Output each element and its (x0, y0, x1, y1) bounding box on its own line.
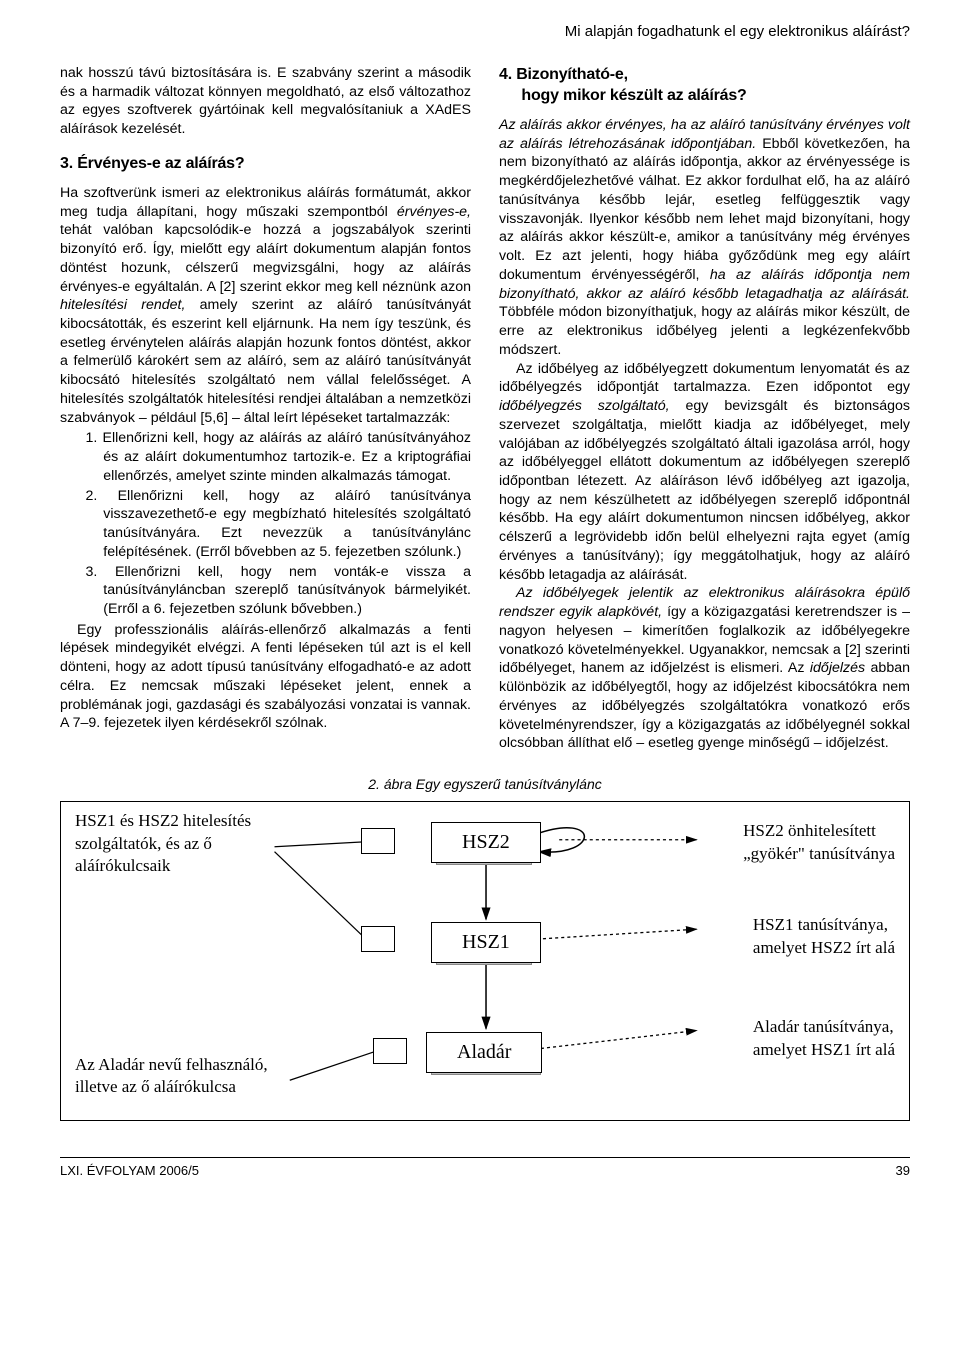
ann-line: illetve az ő aláírókulcsa (75, 1077, 236, 1096)
em: időbélyegzés szolgáltató, (499, 398, 670, 414)
ann-line: amelyet HSZ1 írt alá (753, 1040, 895, 1059)
page-footer: LXI. ÉVFOLYAM 2006/5 39 (60, 1157, 910, 1179)
em: hitelesítési rendet, (60, 297, 185, 313)
annotation-left-bottom: Az Aladár nevű felhasználó, illetve az ő… (75, 1054, 268, 1099)
ann-line: Aladár tanúsítványa, (753, 1017, 894, 1036)
txt: Ebből következően, ha nem bizonyítható a… (499, 136, 910, 283)
h4-line1: 4. Bizonyítható-e, (499, 66, 628, 83)
figure-caption: 2. ábra Egy egyszerű tanúsítványlánc (60, 775, 910, 793)
ann-line: Az Aladár nevű felhasználó, (75, 1055, 268, 1074)
list-num: 3. (86, 564, 115, 580)
ann-line: amelyet HSZ2 írt alá (753, 938, 895, 957)
footer-page-number: 39 (896, 1162, 910, 1179)
left-p2: Egy professzionális aláírás-ellenőrző al… (60, 621, 471, 733)
key-icon (361, 926, 395, 952)
key-icon (373, 1038, 407, 1064)
ann-line: HSZ1 tanúsítványa, (753, 915, 888, 934)
running-head: Mi alapján fogadhatunk el egy elektronik… (60, 22, 910, 42)
ordered-list: 1. Ellenőrizni kell, hogy az aláírás az … (80, 429, 471, 618)
txt: Többféle módon bizonyíthatjuk, hogy az a… (499, 304, 910, 357)
right-column: 4. Bizonyítható-e, hogy mikor készült az… (499, 64, 910, 753)
ann-line: szolgáltatók, és az ő (75, 834, 212, 853)
list-item: 3. Ellenőrizni kell, hogy nem vonták-e v… (98, 563, 471, 619)
txt: Az időbélyeg az időbélyegzett dokumentum… (499, 361, 910, 396)
heading-4: 4. Bizonyítható-e, hogy mikor készült az… (499, 64, 910, 106)
node-aladar: Aladár (426, 1032, 542, 1072)
list-item: 2. Ellenőrizni kell, hogy az aláíró tanú… (98, 487, 471, 562)
node-hsz2: HSZ2 (431, 822, 541, 862)
node-hsz1: HSZ1 (431, 922, 541, 962)
list-num: 1. (86, 430, 103, 446)
annotation-right-1: HSZ2 önhitelesített „gyökér" tanúsítvány… (743, 820, 895, 865)
heading-3: 3. Érvényes-e az aláírás? (60, 153, 471, 174)
figure-2: HSZ1 és HSZ2 hitelesítés szolgáltatók, é… (60, 801, 910, 1121)
left-p1: Ha szoftverünk ismeri az elektronikus al… (60, 184, 471, 428)
right-p3: Az időbélyegek jelentik az elektronikus … (499, 584, 910, 753)
em: időjelzés (810, 660, 865, 676)
annotation-left-top: HSZ1 és HSZ2 hitelesítés szolgáltatók, é… (75, 810, 251, 877)
list-num: 2. (86, 488, 118, 504)
txt: egy bevizsgált és biztonságos szervezet … (499, 398, 910, 583)
two-column-body: nak hosszú távú biztosítására is. E szab… (60, 64, 910, 753)
em: érvényes-e, (397, 204, 471, 220)
ann-line: HSZ2 önhitelesített (743, 821, 876, 840)
annotation-right-3: Aladár tanúsítványa, amelyet HSZ1 írt al… (753, 1016, 895, 1061)
ann-line: HSZ1 és HSZ2 hitelesítés (75, 811, 251, 830)
annotation-right-2: HSZ1 tanúsítványa, amelyet HSZ2 írt alá (753, 914, 895, 959)
ann-line: aláírókulcsaik (75, 856, 170, 875)
list-text: Ellenőrizni kell, hogy az aláíró tanúsít… (103, 488, 471, 560)
right-p2: Az időbélyeg az időbélyegzett dokumentum… (499, 360, 910, 585)
key-icon (361, 828, 395, 854)
footer-left: LXI. ÉVFOLYAM 2006/5 (60, 1162, 199, 1179)
left-intro: nak hosszú távú biztosítására is. E szab… (60, 64, 471, 139)
txt: tehát valóban kapcsolódik-e hozzá a jogs… (60, 222, 471, 294)
list-text: Ellenőrizni kell, hogy nem vonták-e viss… (103, 564, 471, 617)
right-p1: Az aláírás akkor érvényes, ha az aláíró … (499, 116, 910, 360)
list-item: 1. Ellenőrizni kell, hogy az aláírás az … (98, 429, 471, 485)
ann-line: „gyökér" tanúsítványa (743, 844, 895, 863)
list-text: Ellenőrizni kell, hogy az aláírás az alá… (102, 430, 471, 483)
h4-line2: hogy mikor készült az aláírás? (499, 87, 747, 104)
txt: amely szerint az aláíró tanúsítványát ki… (60, 297, 471, 425)
left-column: nak hosszú távú biztosítására is. E szab… (60, 64, 471, 753)
